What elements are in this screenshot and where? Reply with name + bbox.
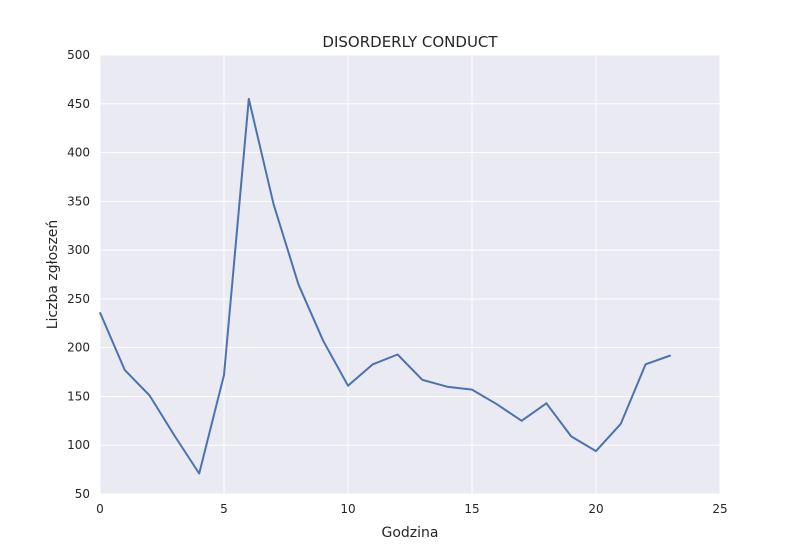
x-tick-label: 20 [588,502,603,516]
x-tick-labels: 0 5 10 15 20 25 [96,502,727,516]
data-point [124,369,126,371]
y-tick-label: 100 [67,438,90,452]
y-tick-label: 200 [67,341,90,355]
data-point [99,311,101,314]
data-point [570,435,572,438]
data-point [248,98,250,100]
data-point [297,283,299,285]
data-point [521,420,523,422]
y-tick-label: 50 [75,487,90,501]
data-point [595,450,597,452]
data-point [421,379,423,381]
data-point [645,363,647,365]
x-tick-label: 15 [464,502,479,516]
data-point [496,403,498,405]
chart-title: DISORDERLY CONDUCT [322,33,498,51]
y-tick-label: 250 [67,292,90,306]
data-point [372,363,374,365]
data-point [223,374,225,376]
y-tick-label: 300 [67,243,90,257]
data-point [620,423,622,425]
series-line [99,97,671,475]
series-group [99,97,672,475]
x-tick-label: 10 [340,502,355,516]
x-tick-label: 5 [220,502,228,516]
data-point [397,353,399,356]
plot-area [100,55,720,494]
data-point [173,434,175,437]
y-tick-label: 500 [67,48,90,62]
data-point [198,472,200,475]
data-point [273,203,275,205]
data-point [149,394,151,397]
x-tick-label: 25 [712,502,727,516]
y-tick-labels: 50 100 150 200 250 300 350 400 450 500 [67,48,90,501]
y-tick-label: 350 [67,194,90,208]
x-axis-label: Godzina [382,525,439,541]
grid-lines [99,54,721,495]
y-tick-label: 150 [67,389,90,403]
y-tick-label: 400 [67,146,90,160]
data-point [545,402,548,404]
data-point [471,389,473,391]
y-axis-label: Liczba zgłoszeń [45,220,61,330]
data-point [669,354,672,357]
data-point [446,386,448,388]
data-point [322,340,324,342]
y-tick-label: 450 [67,97,90,111]
data-point [347,385,349,387]
x-tick-label: 0 [96,502,104,516]
